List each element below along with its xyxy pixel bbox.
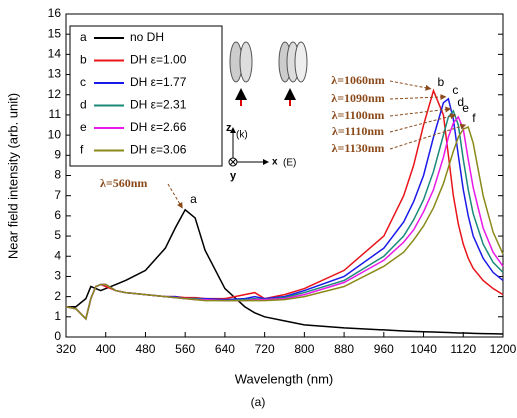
x-tick-label: 960 — [374, 342, 394, 356]
y-tick-label: 2 — [54, 289, 61, 303]
x-tick-label: 1040 — [410, 342, 437, 356]
annotation: λ=1110nm — [332, 124, 384, 138]
legend-label: no DH — [130, 30, 164, 44]
y-tick-label: 9 — [54, 147, 61, 161]
peak-letter: f — [472, 111, 476, 125]
annotation-arrow — [389, 113, 457, 133]
caption: (a) — [251, 395, 266, 409]
x-tick-label: 480 — [135, 342, 155, 356]
y-tick-label: 16 — [48, 6, 62, 20]
inset: z x y (k) (E) — [226, 41, 308, 182]
x-tick-label: 800 — [294, 342, 314, 356]
y-tick-label: 14 — [48, 47, 62, 61]
annotation-arrow — [389, 80, 432, 91]
y-tick-label: 8 — [54, 168, 61, 182]
legend-label: DH ε=2.31 — [130, 98, 187, 112]
x-axis-label: Wavelength (nm) — [235, 371, 334, 386]
inset-label: (E) — [283, 158, 296, 169]
legend-letter: e — [80, 120, 87, 134]
y-tick-label: 5 — [54, 228, 61, 242]
y-tick-label: 1 — [54, 309, 61, 323]
y-tick-label: 6 — [54, 208, 61, 222]
legend-letter: c — [80, 75, 86, 89]
x-tick-label: 720 — [255, 342, 275, 356]
legend-letter: f — [80, 143, 84, 157]
series-line — [65, 126, 504, 321]
legend-label: DH ε=3.06 — [130, 143, 187, 157]
peak-letter: c — [452, 83, 458, 97]
annotation: λ=1060nm — [331, 73, 384, 87]
inset-label: (k) — [236, 130, 248, 141]
x-tick-label: 400 — [96, 342, 116, 356]
y-tick-label: 13 — [48, 67, 62, 81]
annotation: λ=560nm — [100, 176, 147, 190]
annotation-arrow — [167, 183, 183, 209]
y-tick-label: 12 — [48, 87, 62, 101]
y-tick-label: 0 — [54, 329, 61, 343]
annotation-arrow — [389, 93, 447, 100]
legend-letter: a — [80, 30, 87, 44]
legend-letter: d — [80, 98, 87, 112]
annotation: λ=1130nm — [332, 141, 385, 155]
y-tick-label: 10 — [48, 127, 62, 141]
legend-label: DH ε=2.66 — [130, 120, 187, 134]
annotation: λ=1090nm — [331, 91, 384, 105]
annotation: λ=1100nm — [332, 108, 385, 122]
inset-label: y — [230, 170, 237, 182]
y-tick-label: 11 — [49, 107, 62, 121]
y-tick-label: 3 — [54, 269, 61, 283]
x-tick-label: 640 — [215, 342, 235, 356]
y-tick-label: 4 — [54, 248, 61, 262]
inset-label: z — [226, 122, 232, 134]
inset-label: x — [272, 157, 278, 168]
legend-label: DH ε=1.77 — [130, 75, 187, 89]
y-axis-label: Near field intensity (arb. unit) — [5, 93, 20, 259]
x-tick-label: 1200 — [490, 342, 517, 356]
series-line — [66, 208, 504, 335]
x-tick-label: 880 — [334, 342, 354, 356]
x-tick-label: 560 — [175, 342, 195, 356]
peak-letter: b — [437, 75, 444, 89]
legend-label: DH ε=1.00 — [130, 53, 187, 67]
y-tick-label: 7 — [54, 188, 61, 202]
x-tick-label: 320 — [56, 342, 76, 356]
peak-letter: d — [457, 95, 464, 109]
legend-letter: b — [80, 53, 87, 67]
legend-box — [69, 25, 223, 167]
y-tick-label: 15 — [48, 26, 62, 40]
annotation-arrow — [389, 123, 467, 150]
peak-letter: a — [190, 192, 197, 206]
annotation-arrow — [389, 106, 452, 117]
x-tick-label: 1120 — [450, 342, 476, 356]
peak-letter: e — [462, 101, 469, 115]
